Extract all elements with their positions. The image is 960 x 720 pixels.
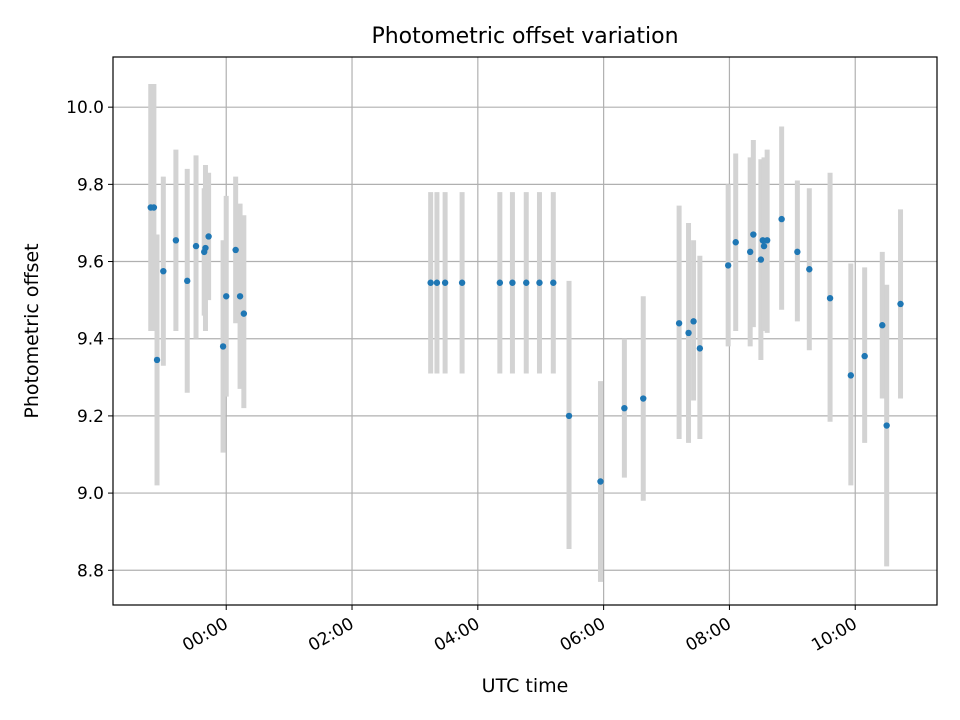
data-point xyxy=(205,233,212,240)
data-point xyxy=(192,242,200,250)
data-point xyxy=(153,356,161,364)
data-point xyxy=(897,300,904,308)
data-point xyxy=(223,293,230,300)
data-point xyxy=(523,279,530,286)
data-point xyxy=(184,277,191,285)
data-point xyxy=(757,256,765,263)
data-point xyxy=(696,345,704,352)
data-point xyxy=(565,412,573,420)
data-point xyxy=(806,266,813,273)
data-point xyxy=(675,320,683,327)
y-tick-label: 9.0 xyxy=(77,484,104,504)
y-tick-label: 9.4 xyxy=(77,330,104,350)
data-point xyxy=(640,395,647,402)
data-point xyxy=(724,262,732,269)
data-point xyxy=(621,404,628,412)
data-point xyxy=(763,237,771,244)
data-point xyxy=(847,372,855,379)
y-tick-label: 8.8 xyxy=(77,561,104,581)
data-point xyxy=(778,215,785,223)
y-axis-label: Photometric offset xyxy=(21,243,43,418)
data-point xyxy=(219,343,227,350)
data-points xyxy=(147,204,904,485)
data-point xyxy=(732,239,739,246)
data-point xyxy=(232,246,239,254)
data-point xyxy=(441,279,449,286)
data-point xyxy=(794,248,801,256)
data-point xyxy=(746,248,754,256)
data-point xyxy=(458,279,466,286)
data-point xyxy=(861,352,868,360)
plot-frame xyxy=(112,56,938,606)
y-tick-label: 9.2 xyxy=(77,407,104,427)
data-point xyxy=(826,294,834,302)
data-point xyxy=(759,237,766,244)
data-point xyxy=(883,422,890,429)
data-point xyxy=(172,237,180,244)
data-point xyxy=(496,279,504,286)
data-point xyxy=(427,279,434,286)
data-point xyxy=(160,267,167,275)
data-point xyxy=(750,231,757,238)
data-point xyxy=(550,279,557,286)
data-point xyxy=(536,279,543,286)
data-point xyxy=(236,293,244,300)
data-point xyxy=(690,318,697,325)
y-tick-label: 9.8 xyxy=(77,175,104,195)
data-point xyxy=(760,242,768,250)
data-point xyxy=(150,204,158,211)
chart-title: Photometric offset variation xyxy=(371,24,678,49)
x-axis-label: UTC time xyxy=(482,675,569,697)
y-axis-ticks: 8.8 9.0 9.2 9.4 9.6 9.8 10.0 xyxy=(66,98,113,581)
data-point xyxy=(597,478,604,485)
data-point xyxy=(433,279,441,286)
data-point xyxy=(879,322,886,329)
data-point xyxy=(685,329,692,337)
data-point xyxy=(202,244,209,252)
data-point xyxy=(509,279,516,286)
data-point xyxy=(240,310,248,317)
y-tick-label: 9.6 xyxy=(77,253,104,273)
y-tick-label: 10.0 xyxy=(66,98,104,118)
